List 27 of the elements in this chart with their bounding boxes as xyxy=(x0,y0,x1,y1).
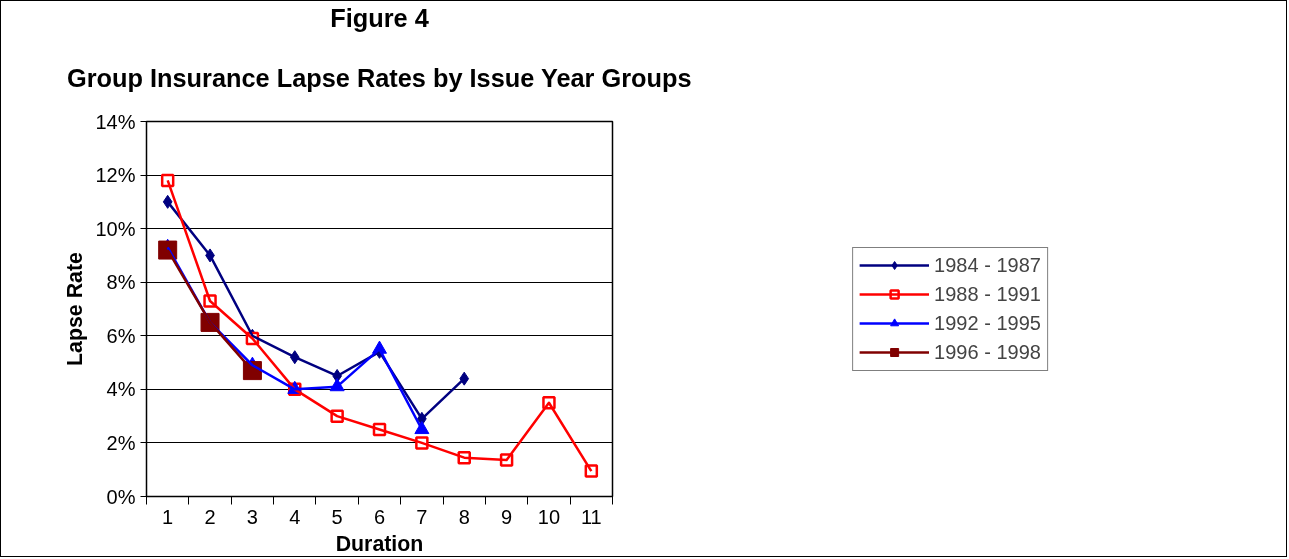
legend-label: 1996 - 1998 xyxy=(934,340,1041,364)
legend-label: 1988 - 1991 xyxy=(934,282,1041,306)
y-axis-title: Lapse Rate xyxy=(63,251,88,366)
x-tick-label: 9 xyxy=(501,505,513,528)
legend-label: 1992 - 1995 xyxy=(934,311,1041,335)
x-tick-label: 2 xyxy=(204,505,216,528)
x-tick-label: 11 xyxy=(580,505,602,528)
y-tick-label: 14% xyxy=(95,110,136,133)
x-axis-title: Duration xyxy=(335,531,424,556)
x-tick-label: 6 xyxy=(373,505,386,528)
x-tick-label: 8 xyxy=(458,505,470,528)
x-tick-label: 3 xyxy=(246,505,258,528)
y-tick-label: 6% xyxy=(106,324,136,347)
y-tick-label: 2% xyxy=(106,431,136,454)
chart-subtitle: Group Insurance Lapse Rates by Issue Year Groups xyxy=(67,63,692,92)
y-tick-label: 10% xyxy=(95,217,136,240)
x-tick-label: 7 xyxy=(416,505,428,528)
chart-title: Figure 4 xyxy=(330,3,429,32)
x-tick-label: 5 xyxy=(331,505,343,528)
x-tick-label: 10 xyxy=(537,505,561,528)
x-tick-label: 1 xyxy=(162,505,174,528)
y-tick-label: 8% xyxy=(106,271,136,294)
x-tick-label: 4 xyxy=(289,505,301,528)
y-tick-label: 0% xyxy=(106,485,136,508)
y-tick-label: 12% xyxy=(95,164,136,187)
legend-label: 1984 - 1987 xyxy=(934,253,1041,277)
y-tick-label: 4% xyxy=(106,378,136,401)
